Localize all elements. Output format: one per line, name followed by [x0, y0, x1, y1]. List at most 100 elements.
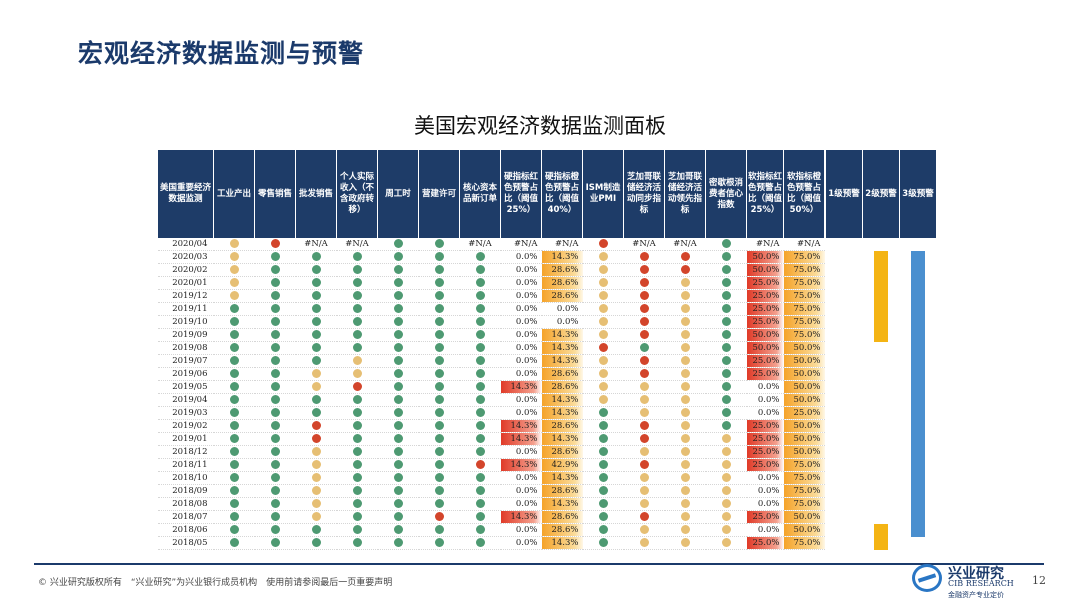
ind1-status-cell: [213, 302, 255, 317]
ind1-status-cell: [213, 328, 255, 343]
status-dot-icon: [639, 473, 649, 483]
soft_orange-cell: #N/A: [783, 238, 825, 252]
status-dot-icon: [475, 421, 485, 431]
alert-level-cell: [826, 342, 863, 355]
ind1-status-cell: [213, 263, 255, 278]
status-dot-icon: [680, 447, 690, 457]
status-dot-icon: [393, 512, 403, 522]
soft_orange-cell: 75.0%: [783, 471, 825, 486]
ind5-status-cell: [377, 328, 419, 343]
cfnai-status-cell: [623, 315, 665, 330]
alert-level-cell: [826, 407, 863, 420]
soft_orange-cell: 75.0%: [783, 289, 825, 304]
status-dot-icon: [393, 278, 403, 288]
ind2-status-cell: [254, 263, 296, 278]
hard_orange-cell: 28.6%: [541, 380, 583, 395]
hard_orange-cell: 14.3%: [541, 328, 583, 343]
ind4-status-cell: [336, 445, 378, 460]
status-dot-icon: [680, 486, 690, 496]
row-date: 2018/06: [157, 523, 214, 538]
ism-status-cell: [582, 458, 624, 473]
status-dot-icon: [434, 252, 444, 262]
status-dot-icon: [680, 434, 690, 444]
cfnai-status-cell: [623, 510, 665, 525]
ism-status-cell: [582, 380, 624, 395]
status-dot-icon: [352, 369, 362, 379]
alert-level-cell: [863, 355, 900, 368]
status-dot-icon: [434, 369, 444, 379]
leading-status-cell: [664, 289, 706, 304]
ind7-status-cell: [459, 406, 501, 421]
status-dot-icon: [475, 291, 485, 301]
level2-alert-bar: [874, 250, 888, 342]
ind3-status-cell: [295, 315, 337, 330]
ind6-status-cell: [418, 289, 460, 304]
status-dot-icon: [721, 434, 731, 444]
ind1-status-cell: [213, 315, 255, 330]
cfnai-status-cell: [623, 250, 665, 265]
hard_orange-cell: 14.3%: [541, 354, 583, 369]
status-dot-icon: [229, 291, 239, 301]
status-dot-icon: [639, 278, 649, 288]
soft_red-cell: 25.0%: [746, 536, 784, 551]
ind4-status-cell: [336, 341, 378, 356]
ism-status-cell: [582, 354, 624, 369]
status-dot-icon: [393, 408, 403, 418]
soft_red-cell: 25.0%: [746, 276, 784, 291]
hard_red-cell: 0.0%: [500, 393, 542, 408]
row-date: 2020/02: [157, 263, 214, 278]
status-dot-icon: [434, 421, 444, 431]
soft_red-cell: 25.0%: [746, 510, 784, 525]
ind6-status-cell: [418, 406, 460, 421]
alert-level-cell: [863, 498, 900, 511]
hard_red-cell: 0.0%: [500, 406, 542, 421]
column-header: 美国重要经济数据监测: [157, 150, 214, 238]
ind7-status-cell: [459, 354, 501, 369]
cfnai-status-cell: [623, 432, 665, 447]
cfnai-status-cell: [623, 263, 665, 278]
ind4-status-cell: [336, 484, 378, 499]
alert-level-cell: [863, 238, 900, 251]
hard_orange-cell: 0.0%: [541, 315, 583, 330]
leading-status-cell: [664, 471, 706, 486]
status-dot-icon: [311, 252, 321, 262]
ind1-status-cell: [213, 445, 255, 460]
cfnai-status-cell: [623, 458, 665, 473]
row-date: 2018/09: [157, 484, 214, 499]
ind7-status-cell: [459, 536, 501, 551]
ind3-status-cell: [295, 458, 337, 473]
table-row: 2018/05 0.0% 14.3% 25.0% 75.0%: [157, 536, 937, 551]
ind6-status-cell: [418, 263, 460, 278]
status-dot-icon: [270, 395, 280, 405]
status-dot-icon: [598, 356, 608, 366]
status-dot-icon: [680, 252, 690, 262]
ind2-status-cell: [254, 445, 296, 460]
alert-level-cell: [863, 472, 900, 485]
ind1-status-cell: [213, 471, 255, 486]
monitoring-dashboard-table: 美国重要经济数据监测 工业产出 零售销售 批发销售 个人实际收入（不含政府转移） 周工时营…: [157, 150, 937, 551]
soft_orange-cell: 50.0%: [783, 367, 825, 382]
ind4-status-cell: [336, 393, 378, 408]
row-date: 2019/05: [157, 380, 214, 395]
status-dot-icon: [270, 434, 280, 444]
ind1-status-cell: [213, 419, 255, 434]
umich-status-cell: [705, 393, 747, 408]
ind4-status-cell: [336, 250, 378, 265]
column-header: 芝加哥联储经济活动领先指标: [664, 150, 706, 238]
status-dot-icon: [680, 343, 690, 353]
ind6-status-cell: [418, 328, 460, 343]
cfnai-status-cell: [623, 302, 665, 317]
ism-status-cell: [582, 315, 624, 330]
alert-level-cell: [826, 238, 863, 251]
soft_orange-cell: 75.0%: [783, 302, 825, 317]
leading-status-cell: [664, 328, 706, 343]
hard_red-cell: 14.3%: [500, 510, 542, 525]
hard_orange-cell: 28.6%: [541, 445, 583, 460]
ind5-status-cell: [377, 380, 419, 395]
status-dot-icon: [475, 330, 485, 340]
ind4-status-cell: [336, 289, 378, 304]
status-dot-icon: [311, 473, 321, 483]
row-date: 2019/09: [157, 328, 214, 343]
umich-status-cell: [705, 354, 747, 369]
status-dot-icon: [434, 525, 444, 535]
